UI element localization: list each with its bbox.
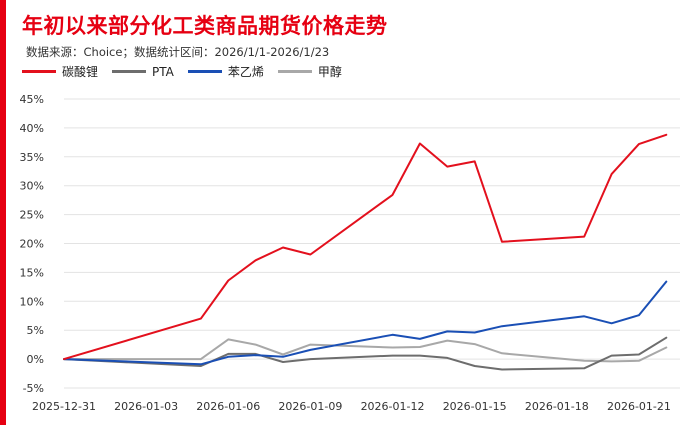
chart-subtitle: 数据来源：Choice；数据统计区间：2026/1/1-2026/1/23 [26,45,330,59]
x-tick-label: 2026-01-15 [443,400,507,413]
title-accent-bar [0,0,6,425]
y-tick-label: -5% [23,382,44,395]
x-tick-label: 2026-01-18 [525,400,589,413]
legend-item-lithium-carbonate: 碳酸锂 [22,63,98,80]
legend-swatch-methanol [277,70,312,73]
x-tick-label: 2026-01-03 [114,400,178,413]
x-tick-label: 2025-12-31 [32,400,96,413]
legend: 碳酸锂 PTA 苯乙烯 甲醇 [22,63,356,80]
legend-swatch-pta [112,70,147,73]
legend-swatch-lithium-carbonate [22,70,56,73]
y-tick-label: 35% [20,151,44,164]
legend-item-pta: PTA [112,65,174,79]
series-line-lithium-carbonate [63,133,668,361]
legend-label-methanol: 甲醇 [317,65,342,79]
y-tick-label: 45% [20,93,44,106]
y-tick-label: 40% [20,122,44,135]
legend-label-lithium-carbonate: 碳酸锂 [62,65,99,79]
y-tick-label: 0% [27,353,44,366]
x-tick-label: 2026-01-12 [361,400,425,413]
legend-item-methanol: 甲醇 [277,63,342,80]
y-tick-label: 5% [27,324,44,337]
legend-swatch-styrene [187,70,222,73]
legend-label-styrene: 苯乙烯 [227,65,264,79]
x-tick-label: 2026-01-09 [278,400,342,413]
y-tick-label: 10% [20,295,44,308]
x-tick-label: 2026-01-06 [196,400,260,413]
chart-title: 年初以来部分化工类商品期货价格走势 [22,14,388,38]
x-tick-label: 2026-01-21 [607,400,671,413]
series-line-methanol [63,338,668,363]
y-tick-label: 30% [20,180,44,193]
y-tick-label: 20% [20,238,44,251]
legend-label-pta: PTA [152,64,174,79]
series-line-styrene [63,280,668,366]
legend-item-styrene: 苯乙烯 [187,63,264,80]
y-tick-label: 15% [20,266,44,279]
y-tick-label: 25% [20,209,44,222]
series-line-pta [63,336,668,371]
